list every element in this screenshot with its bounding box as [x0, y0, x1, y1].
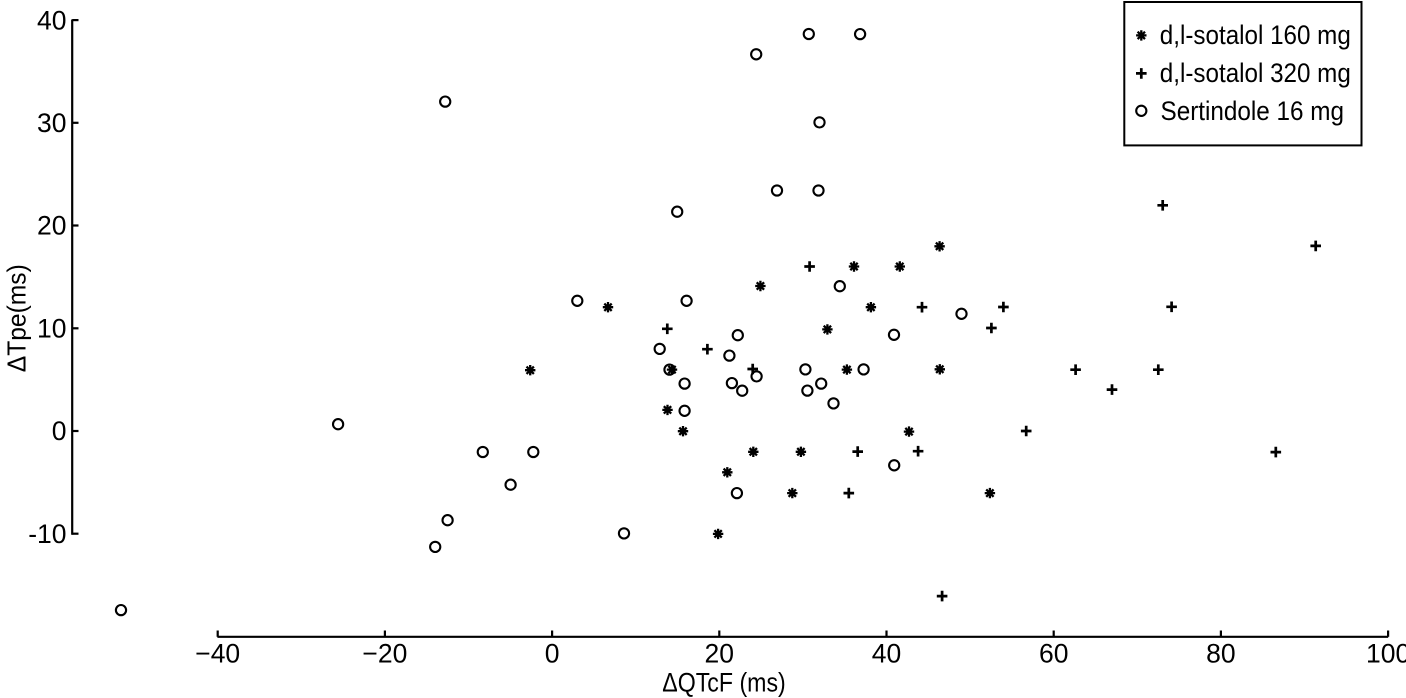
svg-text:−40: −40 — [195, 638, 240, 668]
svg-text:-10: -10 — [28, 519, 66, 549]
svg-text:d,l-sotalol 160 mg: d,l-sotalol 160 mg — [1160, 20, 1351, 50]
svg-text:Sertindole 16 mg: Sertindole 16 mg — [1161, 96, 1345, 126]
svg-text:30: 30 — [37, 108, 66, 138]
svg-text:0: 0 — [545, 638, 560, 668]
svg-text:80: 80 — [1206, 638, 1235, 668]
svg-text:40: 40 — [872, 638, 901, 668]
svg-text:100: 100 — [1366, 638, 1406, 668]
svg-text:−20: −20 — [362, 638, 407, 668]
svg-text:d,l-sotalol 320 mg: d,l-sotalol 320 mg — [1160, 58, 1351, 88]
svg-text:10: 10 — [37, 314, 66, 344]
svg-text:0: 0 — [52, 416, 67, 446]
svg-text:40: 40 — [37, 5, 66, 35]
svg-text:20: 20 — [37, 211, 66, 241]
svg-text:ΔTpe(ms): ΔTpe(ms) — [2, 264, 32, 372]
svg-text:20: 20 — [705, 638, 734, 668]
svg-text:60: 60 — [1039, 638, 1068, 668]
svg-text:ΔQTcF (ms): ΔQTcF (ms) — [662, 668, 786, 698]
